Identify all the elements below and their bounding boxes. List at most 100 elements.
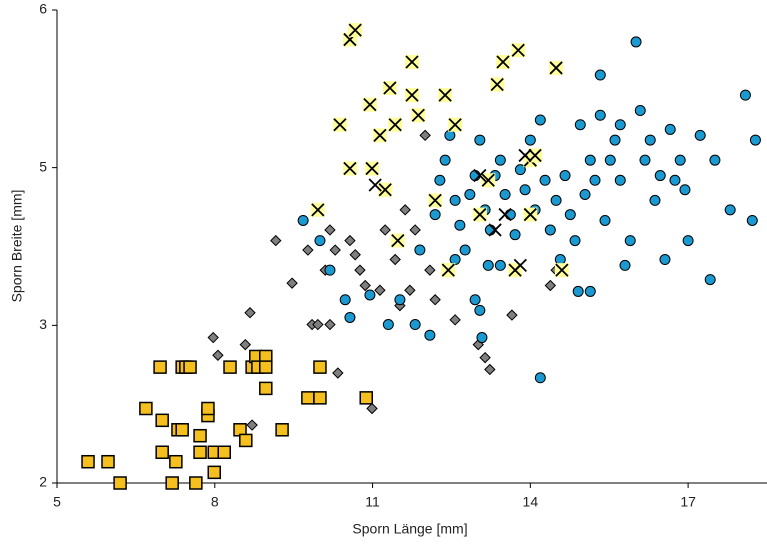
square-point [139, 401, 153, 416]
square-point [165, 476, 179, 490]
circle-point [674, 154, 686, 166]
diamond-point [484, 363, 496, 376]
square-point [81, 454, 95, 469]
cross-point [498, 207, 512, 222]
x-axis-label: Sporn Länge [mm] [352, 521, 467, 537]
cross-box-point [438, 88, 453, 103]
cross-box-point [441, 263, 456, 278]
marker-cross [411, 108, 425, 122]
marker-cross [518, 148, 532, 163]
circle-point [704, 274, 716, 286]
cross-point [513, 258, 527, 273]
marker-cross [549, 61, 563, 75]
cross-box-point [342, 161, 357, 176]
cross-box-point [511, 43, 526, 58]
circle-point [459, 244, 471, 256]
cross-box-point [472, 207, 487, 222]
circle-point [514, 164, 526, 176]
cross-box-point [382, 81, 397, 96]
circle-point [749, 134, 761, 146]
marker-cross [496, 55, 510, 69]
marker-cross [511, 43, 525, 57]
circle-point [559, 170, 571, 182]
diamond-point [302, 244, 314, 256]
x-tick-label: 8 [211, 494, 219, 510]
diamond-point [424, 264, 436, 276]
cross-box-point [481, 173, 496, 188]
circle-point [604, 154, 616, 166]
square-point [101, 454, 115, 469]
cross-box-point [405, 88, 419, 103]
circle-point [476, 332, 488, 344]
diamond-point [270, 234, 282, 247]
diamond-point [359, 279, 371, 292]
circle-point [654, 170, 666, 182]
cross-box-point [372, 128, 387, 143]
cross-box-point [448, 117, 463, 132]
cross-point [488, 223, 502, 237]
diamond-point [389, 253, 401, 266]
diamond-point [419, 129, 431, 142]
circle-point [519, 184, 531, 196]
circle-point [509, 229, 521, 241]
circle-point [669, 174, 681, 186]
marker-cross [528, 148, 542, 163]
diamond-point [312, 318, 324, 331]
cross-box-point [388, 117, 403, 132]
marker-cross [391, 233, 405, 248]
circle-point [414, 244, 426, 256]
circle-point [664, 123, 676, 135]
circle-point [659, 254, 671, 266]
circle-point [589, 174, 601, 186]
circle-point [382, 319, 394, 331]
circle-point [534, 372, 546, 384]
circle-point [639, 154, 651, 166]
circle-point [474, 304, 486, 316]
square-point [155, 413, 169, 428]
y-tick-label: 2 [39, 474, 47, 490]
diamond-point [544, 279, 557, 292]
cross-box-point [390, 233, 405, 248]
diamond-point [354, 264, 366, 276]
circle-point [364, 289, 376, 301]
square-point [193, 428, 207, 443]
circle-point [634, 105, 646, 117]
diamond-point [374, 284, 386, 296]
square-point [201, 401, 215, 416]
y-axis-label: Sporn Breite [mm] [9, 190, 25, 303]
marker-cross [383, 81, 397, 95]
square-point [207, 465, 222, 480]
diamond-point [366, 402, 378, 415]
marker-cross [473, 207, 487, 222]
square-point [313, 360, 327, 374]
square-point [259, 360, 273, 374]
marker-cross [405, 55, 419, 69]
diamond-point [409, 224, 421, 236]
square-point [223, 360, 237, 374]
circle-point [424, 329, 436, 341]
cross-box-point [348, 23, 363, 38]
marker-cross [348, 23, 362, 37]
square-point [193, 445, 207, 460]
circle-point [746, 214, 758, 226]
square-point [113, 476, 127, 490]
marker-cross [488, 223, 502, 237]
circle-point [494, 259, 506, 271]
circle-point [574, 119, 586, 131]
cross-box-point [362, 97, 377, 112]
cross-box-point [310, 202, 325, 217]
marker-cross [373, 128, 387, 142]
circle-point [339, 294, 351, 306]
circle-point [572, 285, 584, 297]
marker-cross [378, 183, 392, 197]
diamond-point [246, 419, 258, 431]
cross-box-point [332, 117, 347, 132]
circle-point [614, 174, 626, 186]
diamond-point [429, 294, 441, 306]
circle-point [644, 134, 656, 146]
square-point [189, 476, 203, 490]
cross-box-point [428, 193, 443, 208]
circle-point [439, 154, 451, 166]
circle-point [609, 134, 621, 146]
